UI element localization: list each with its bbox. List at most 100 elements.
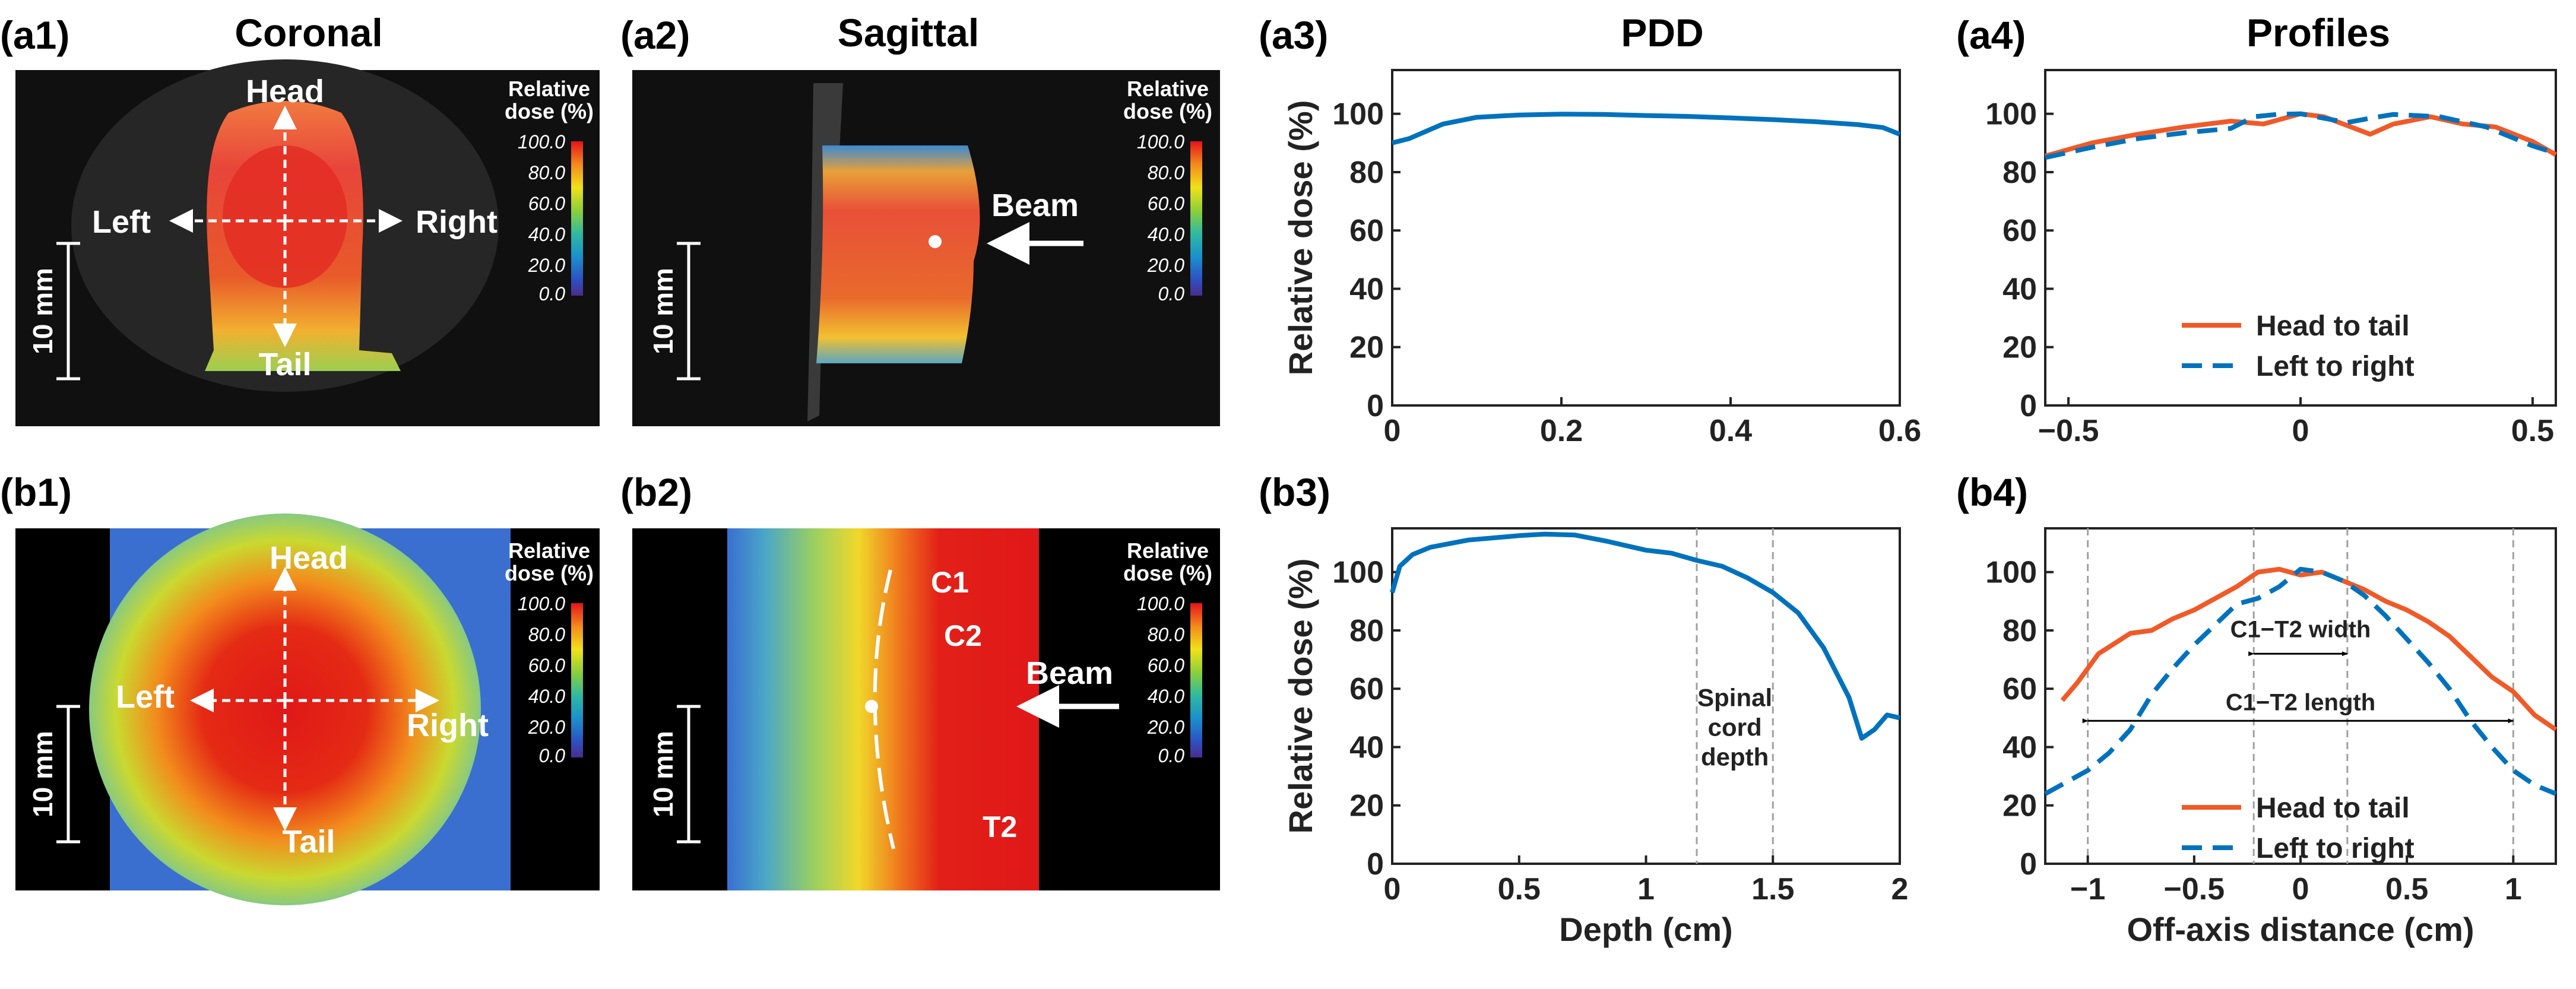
legend-label: Left to right [2256, 351, 2415, 382]
column-title-sagittal: Sagittal [838, 11, 979, 55]
label-left-b1: Left [116, 679, 175, 715]
svg-text:0.0: 0.0 [1158, 745, 1185, 766]
svg-text:Relative: Relative [1127, 538, 1209, 563]
svg-text:dose (%): dose (%) [1123, 561, 1212, 585]
y-axis-label: Relative dose (%) [1282, 100, 1319, 376]
x-tick-label: −1 [2070, 872, 2105, 906]
x-tick-label: −0.5 [2164, 872, 2225, 906]
series-line-head-to-tail [2060, 566, 2558, 732]
annotation-spinal-cord-depth: cord [1708, 714, 1762, 741]
isocenter-a2 [929, 235, 942, 248]
panel-a1: (a1) Coronal Head Tail Left Right 10 mm … [0, 11, 600, 426]
panel-label-a4: (a4) [1956, 13, 2026, 57]
annotation-spinal-cord-depth: Spinal [1697, 684, 1772, 712]
scale-bar-label-a2: 10 mm [648, 268, 679, 354]
x-tick-label: 0.4 [1709, 414, 1752, 448]
svg-text:Relative: Relative [1127, 77, 1209, 101]
svg-text:100.0: 100.0 [1137, 593, 1184, 614]
svg-text:40.0: 40.0 [1148, 224, 1184, 245]
series-line-head-to-tail [2044, 111, 2557, 159]
y-tick-label: 40 [1349, 272, 1384, 306]
svg-text:40.0: 40.0 [528, 224, 565, 245]
y-tick-label: 0 [1367, 847, 1384, 882]
label-c1-b2: C1 [931, 566, 969, 599]
colorbar-a2: Relative dose (%) 100.0 80.0 60.0 40.0 2… [1123, 77, 1212, 305]
label-right-a1: Right [416, 204, 498, 240]
y-tick-label: 40 [1349, 730, 1384, 765]
svg-text:60.0: 60.0 [528, 655, 565, 676]
scale-bar-a2 [677, 242, 701, 381]
svg-text:20.0: 20.0 [1147, 255, 1184, 276]
scale-bar-b1 [56, 705, 80, 844]
dose-region-b2 [727, 528, 1039, 890]
svg-text:dose (%): dose (%) [1123, 99, 1212, 123]
colorbar-a1: Relative dose (%) 100.0 80.0 60.0 40.0 2… [505, 77, 594, 305]
x-tick-label: 0 [1384, 414, 1401, 448]
y-tick-label: 60 [1349, 214, 1384, 248]
y-tick-label: 80 [2003, 156, 2037, 190]
y-tick-label: 20 [2003, 789, 2037, 823]
panel-label-a3: (a3) [1259, 13, 1328, 57]
x-axis-label: Depth (cm) [1559, 911, 1732, 948]
x-tick-label: 0.2 [1540, 414, 1583, 448]
legend-label: Left to right [2256, 833, 2415, 864]
panel-b2: (b2) Beam C1 C2 T2 10 mm Relative dose (… [620, 470, 1220, 890]
svg-text:20.0: 20.0 [1147, 717, 1184, 738]
svg-text:40.0: 40.0 [1148, 686, 1184, 707]
x-axis-label: Off-axis distance (cm) [2127, 911, 2474, 948]
svg-text:20.0: 20.0 [528, 255, 565, 276]
x-tick-label: 1 [2505, 872, 2522, 906]
scale-bar-a1 [56, 242, 80, 381]
y-tick-label: 0 [2020, 847, 2037, 882]
svg-text:60.0: 60.0 [1148, 193, 1184, 214]
label-tail-b1: Tail [282, 824, 335, 860]
y-tick-label: 20 [1349, 331, 1384, 365]
y-tick-label: 60 [2003, 672, 2037, 706]
svg-text:40.0: 40.0 [528, 686, 565, 707]
svg-text:0.0: 0.0 [539, 283, 566, 305]
column-title-profiles: Profiles [2247, 11, 2390, 55]
label-beam-a2: Beam [991, 188, 1079, 223]
series-line-pdd [1392, 112, 1901, 145]
y-tick-label: 100 [1332, 556, 1384, 590]
annotation-length-label: C1−T2 length [2226, 689, 2375, 715]
y-tick-label: 20 [1349, 789, 1384, 823]
y-tick-label: 100 [1985, 97, 2037, 132]
panel-label-b4: (b4) [1956, 470, 2028, 514]
x-tick-label: 0.6 [1878, 414, 1921, 448]
svg-text:100.0: 100.0 [1137, 131, 1184, 153]
scale-bar-label-b1: 10 mm [27, 731, 58, 817]
y-tick-label: 60 [1349, 672, 1384, 706]
svg-text:dose (%): dose (%) [505, 99, 594, 123]
x-tick-label: 0 [2292, 414, 2309, 448]
legend-label: Head to tail [2256, 793, 2410, 824]
colorbar-b2: Relative dose (%) 100.0 80.0 60.0 40.0 2… [1123, 538, 1212, 766]
label-tail-a1: Tail [258, 347, 311, 382]
label-head-a1: Head [246, 74, 324, 109]
label-t2-b2: T2 [983, 810, 1017, 844]
legend-label: Head to tail [2256, 310, 2410, 342]
label-c2-b2: C2 [944, 619, 982, 652]
panel-a2: (a2) Sagittal Beam 10 mm Relative dose (… [620, 11, 1220, 426]
scale-bar-label-a1: 10 mm [27, 268, 58, 354]
svg-text:100.0: 100.0 [518, 131, 565, 153]
column-title-pdd: PDD [1621, 11, 1703, 55]
svg-text:80.0: 80.0 [528, 162, 565, 183]
series-line-left-to-right [2044, 566, 2557, 796]
x-tick-label: 0.5 [2511, 414, 2554, 448]
x-tick-label: −0.5 [2038, 414, 2099, 448]
series-line-pdd [1390, 531, 1900, 741]
panel-label-b2: (b2) [620, 470, 692, 514]
svg-text:100.0: 100.0 [518, 593, 565, 614]
x-tick-label: 1.5 [1751, 872, 1794, 906]
svg-text:0.0: 0.0 [539, 745, 566, 766]
annotation-width-label: C1−T2 width [2230, 616, 2371, 642]
label-beam-b2: Beam [1026, 655, 1113, 691]
x-tick-label: 2 [1891, 872, 1909, 906]
y-tick-label: 80 [1349, 156, 1384, 190]
panel-label-a1: (a1) [0, 13, 69, 57]
svg-text:Relative: Relative [508, 538, 590, 563]
